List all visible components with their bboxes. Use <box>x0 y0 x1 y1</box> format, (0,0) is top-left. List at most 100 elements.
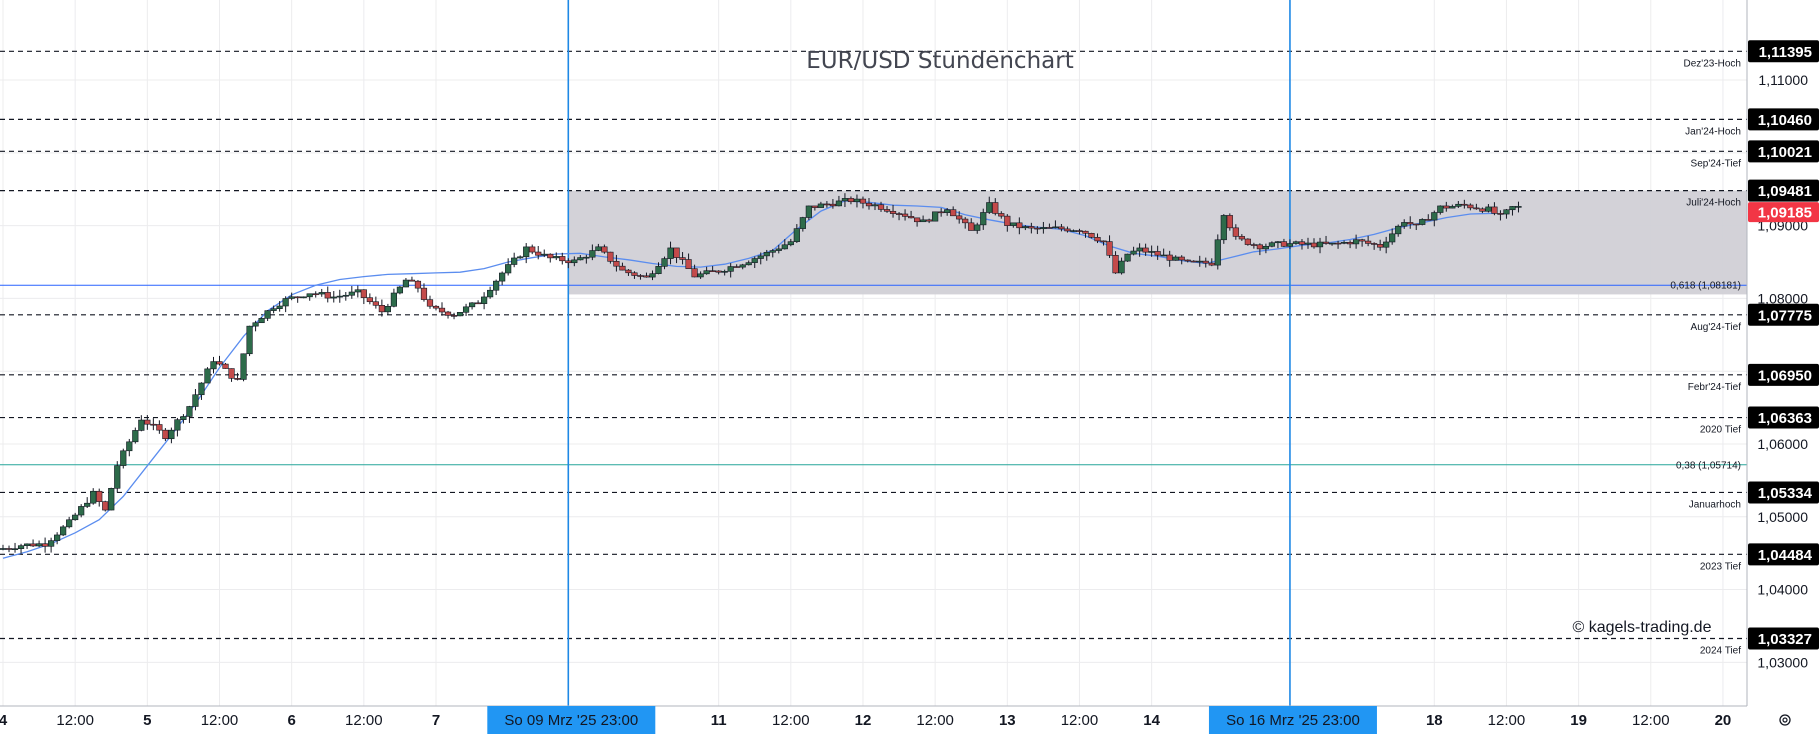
candle-body <box>1340 242 1348 244</box>
candle <box>968 218 975 231</box>
time-axis[interactable]: 4 12:00 5 12:00 6 12:00 7 11 12:00 12 12:00 13 12:00… <box>0 705 1819 734</box>
candle <box>517 255 524 259</box>
candle-body <box>1304 242 1312 245</box>
candle <box>35 540 43 548</box>
candle <box>829 199 837 209</box>
candle <box>48 537 55 553</box>
candle <box>1196 255 1203 267</box>
candle <box>1359 238 1366 247</box>
candle-body <box>1190 260 1197 263</box>
candle <box>1172 255 1179 261</box>
candle <box>631 271 638 279</box>
candle-body <box>1082 230 1089 234</box>
time-tick-label: 7 <box>432 712 440 729</box>
candle <box>372 296 379 309</box>
candle-body <box>661 258 668 267</box>
candle <box>1389 228 1396 245</box>
candle-body <box>1202 260 1209 264</box>
candle-body <box>487 289 494 298</box>
level-label: Januarhoch <box>1689 499 1741 510</box>
candle <box>1118 257 1125 275</box>
candle <box>216 355 223 366</box>
candle <box>240 353 247 382</box>
candle-body <box>625 269 632 274</box>
candle <box>1407 216 1414 229</box>
settings-icon[interactable] <box>1779 714 1791 726</box>
candle <box>300 296 307 299</box>
candle <box>541 249 548 258</box>
candle <box>1208 258 1215 267</box>
candle <box>691 264 698 278</box>
candle-body <box>1004 215 1011 226</box>
level-label: Jan'24-Hoch <box>1685 126 1741 137</box>
candle-body <box>901 213 909 217</box>
candle <box>1292 240 1300 245</box>
candle <box>426 295 434 309</box>
price-tick-label: 1,08000 <box>1757 290 1808 306</box>
candle <box>685 253 692 270</box>
price-badges: 1,11395 1,10460 1,10021 1,09481 1,07775 1,069… <box>1748 40 1819 650</box>
candle <box>336 289 343 303</box>
candle-body <box>144 419 151 425</box>
level-price-badge: 1,06363 <box>1748 406 1819 429</box>
candle <box>835 195 843 207</box>
price-axis[interactable]: 1,110001,100001,090001,080001,070001,060… <box>1746 0 1819 706</box>
candle <box>120 448 127 469</box>
candle-body <box>288 296 295 299</box>
candle-body <box>282 298 289 307</box>
candle <box>1322 235 1330 245</box>
candle <box>1100 240 1107 246</box>
candle <box>1491 202 1498 216</box>
candle-body <box>426 299 434 307</box>
candle-body <box>727 266 734 272</box>
candle-body <box>715 270 722 273</box>
candle <box>1184 259 1191 263</box>
candle <box>721 269 728 276</box>
candle-body <box>1298 241 1306 245</box>
level-price-badge: 1,11395 <box>1748 40 1819 63</box>
level-price-badge-bg <box>1748 108 1819 131</box>
level-price-badge: 1,10021 <box>1748 140 1819 163</box>
candle <box>1503 208 1510 219</box>
candle-body <box>1112 255 1119 274</box>
candle-body <box>1328 242 1336 245</box>
candle <box>877 201 885 212</box>
time-tick-label: 13 <box>999 712 1016 729</box>
candle <box>342 292 349 301</box>
candle-body <box>781 244 788 250</box>
vertical-markers <box>567 0 1291 706</box>
candle <box>986 196 993 214</box>
candle-body <box>980 212 987 226</box>
candle-body <box>1395 225 1402 235</box>
candle-body <box>655 266 662 274</box>
candle-body <box>1262 245 1269 250</box>
candle <box>11 542 19 553</box>
candle <box>384 303 391 315</box>
candle-body <box>1443 205 1450 209</box>
candle-body <box>204 368 211 384</box>
candle-body <box>246 325 253 355</box>
candle-body <box>1154 251 1161 256</box>
candle-body <box>1250 244 1257 246</box>
candle <box>1485 204 1492 213</box>
candle-body <box>697 273 704 278</box>
candle <box>1256 243 1263 256</box>
candle <box>1316 237 1324 254</box>
candle-body <box>1503 209 1510 215</box>
time-tick-label: 12 <box>855 712 872 729</box>
candle-body <box>1022 226 1029 229</box>
candle <box>1148 245 1155 257</box>
candle <box>1250 242 1257 249</box>
candle-body <box>108 488 115 511</box>
candle <box>613 254 620 272</box>
level-label: Febr'24-Tief <box>1688 382 1741 393</box>
candle <box>420 283 428 302</box>
candle-body <box>414 280 422 289</box>
candle <box>1419 218 1426 226</box>
level-price-badge: 1,04484 <box>1748 543 1819 566</box>
candle <box>1010 222 1017 228</box>
current-price-badge-text: 1,09185 <box>1758 205 1812 222</box>
candle-body <box>1461 203 1468 206</box>
candle-body <box>841 198 849 202</box>
